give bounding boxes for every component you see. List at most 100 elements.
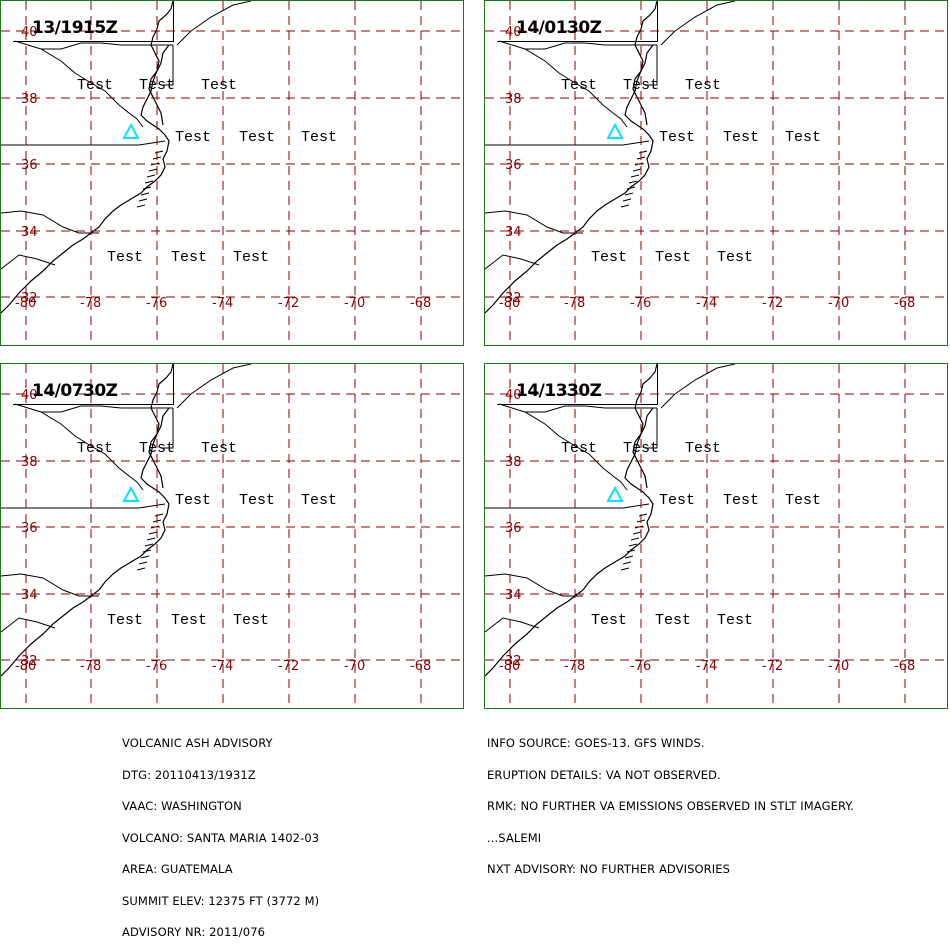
longitude-label: -78	[564, 296, 585, 311]
longitude-label: -68	[410, 296, 431, 311]
area-label: Test	[717, 612, 753, 629]
river-inlet	[140, 192, 150, 196]
area-label: Test	[175, 492, 211, 509]
longitude-label: -80	[15, 659, 36, 674]
state-border	[14, 40, 144, 128]
info-line: ERUPTION DETAILS: VA NOT OBSERVED.	[487, 767, 721, 782]
area-label: Test	[723, 129, 759, 146]
latitude-label: 34	[505, 588, 522, 603]
river-inlet	[632, 168, 642, 172]
volcano-icon	[122, 122, 140, 139]
latitude-label: 34	[505, 225, 522, 240]
river-inlet	[620, 204, 630, 208]
state-border	[1, 617, 56, 633]
river-inlet	[626, 186, 636, 190]
state-border	[485, 210, 583, 234]
advisory-line: VOLCANO: SANTA MARIA 1402-03	[122, 830, 320, 845]
area-label: Test	[561, 77, 597, 94]
latitude-label: 32	[505, 654, 522, 669]
panel-timestamp: 13/1915Z	[32, 18, 118, 38]
state-border	[176, 1, 252, 46]
latitude-label: 38	[505, 455, 522, 470]
longitude-label: -78	[564, 659, 585, 674]
area-label: Test	[233, 612, 269, 629]
area-label: Test	[785, 129, 821, 146]
river-inlet	[628, 180, 638, 184]
river-inlet	[628, 543, 638, 547]
longitude-label: -72	[762, 296, 783, 311]
longitude-label: -74	[212, 296, 233, 311]
area-label: Test	[301, 492, 337, 509]
area-label: Test	[77, 77, 113, 94]
longitude-label: -72	[278, 296, 299, 311]
state-border	[176, 364, 252, 409]
state-border	[485, 140, 650, 146]
advisory-header: VOLCANIC ASH ADVISORY DTG: 20110413/1931…	[122, 717, 319, 948]
area-label: Test	[561, 440, 597, 457]
bay-outline	[148, 407, 170, 489]
longitude-label: -70	[344, 296, 365, 311]
river-inlet	[632, 531, 642, 535]
latitude-label: 38	[21, 92, 38, 107]
state-border	[1, 210, 99, 234]
advisory-info: INFO SOURCE: GOES-13. GFS WINDS. ERUPTIO…	[487, 717, 854, 885]
info-line: RMK: NO FURTHER VA EMISSIONS OBSERVED IN…	[487, 799, 854, 813]
area-label: Test	[659, 492, 695, 509]
state-border	[498, 403, 628, 491]
river-inlet	[148, 531, 158, 535]
area-label: Test	[591, 249, 627, 266]
river-inlet	[144, 543, 154, 547]
timestamp-box	[13, 1, 174, 42]
coastline	[1, 364, 174, 677]
longitude-label: -70	[828, 296, 849, 311]
area-label: Test	[175, 129, 211, 146]
area-label: Test	[77, 440, 113, 457]
timestamp-box	[497, 1, 658, 42]
area-label: Test	[685, 77, 721, 94]
map-panel-1: 40 38 36 34 32 -80 -78 -76 -74 -72 -70 -68 Test Test T…	[0, 0, 464, 346]
longitude-label: -72	[278, 659, 299, 674]
river-inlet	[144, 180, 154, 184]
coastline	[485, 364, 658, 677]
map-panel-3: 40 38 36 34 32 -80 -78 -76 -74 -72 -70 -68 Test Test T…	[0, 363, 464, 709]
map-canvas: 40 38 36 34 32-80 -78 -76 -74 -72 -70 -68 Test Test T…	[1, 364, 463, 708]
longitude-label: -80	[15, 296, 36, 311]
advisory-line: DTG: 20110413/1931Z	[122, 767, 256, 782]
state-border	[525, 405, 657, 413]
info-line: INFO SOURCE: GOES-13. GFS WINDS.	[487, 736, 705, 750]
volcano-icon	[122, 485, 140, 502]
longitude-label: -80	[499, 296, 520, 311]
river-inlet	[622, 561, 632, 565]
area-label: Test	[233, 249, 269, 266]
bay-outline	[148, 44, 170, 126]
advisory-line: AREA: GUATEMALA	[122, 862, 233, 876]
state-border	[41, 405, 173, 413]
state-border	[1, 503, 166, 509]
volcano-icon	[606, 122, 624, 139]
area-label: Test	[717, 249, 753, 266]
river-inlet	[638, 150, 648, 154]
longitude-label: -76	[146, 296, 167, 311]
area-label: Test	[655, 612, 691, 629]
area-label: Test	[623, 77, 659, 94]
longitude-label: -80	[499, 659, 520, 674]
area-label: Test	[655, 249, 691, 266]
coastline	[485, 1, 658, 314]
river-inlet	[136, 567, 146, 571]
state-border	[14, 403, 144, 491]
state-border	[161, 408, 174, 449]
area-label: Test	[139, 440, 175, 457]
latitude-label: 34	[21, 588, 38, 603]
latitude-label: 32	[21, 291, 38, 306]
river-inlet	[638, 513, 648, 517]
state-border	[485, 573, 583, 597]
river-inlet	[136, 204, 146, 208]
longitude-label: -76	[630, 659, 651, 674]
state-border	[645, 408, 658, 449]
river-inlet	[154, 513, 164, 517]
latitude-label: 32	[505, 291, 522, 306]
river-inlet	[154, 150, 164, 154]
advisory-line: ADVISORY NR: 2011/076	[122, 925, 266, 939]
longitude-label: -76	[630, 296, 651, 311]
state-border	[660, 1, 736, 46]
